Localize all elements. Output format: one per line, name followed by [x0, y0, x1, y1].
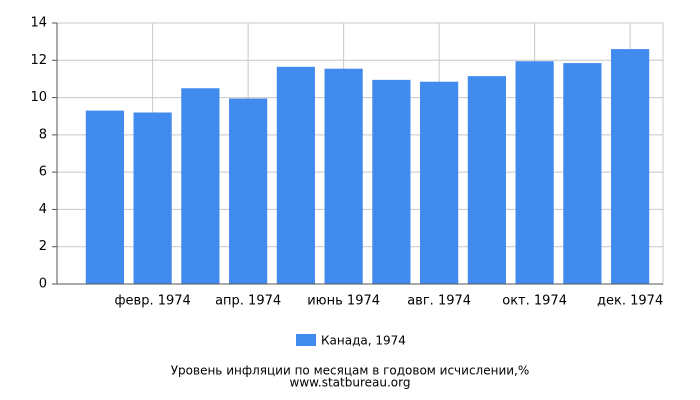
chart-subtitle: www.statbureau.org — [290, 376, 411, 390]
x-tick-label: апр. 1974 — [215, 294, 281, 309]
y-tick-label: 2 — [39, 239, 47, 254]
y-tick-label: 6 — [39, 165, 47, 180]
x-tick-label: июнь 1974 — [307, 294, 380, 309]
chart-title: Уровень инфляции по месяцам в годовом ис… — [171, 364, 530, 378]
x-tick-label: окт. 1974 — [502, 294, 567, 309]
bar — [420, 81, 459, 284]
bar — [229, 98, 268, 284]
bar — [181, 88, 220, 284]
bar — [563, 63, 602, 285]
y-tick-label: 8 — [39, 127, 47, 142]
legend-swatch — [296, 334, 316, 346]
y-tick-label: 4 — [39, 202, 47, 217]
bar — [611, 49, 650, 284]
x-tick-label: дек. 1974 — [597, 294, 663, 309]
bar — [324, 68, 363, 284]
x-tick-label: авг. 1974 — [407, 294, 471, 309]
y-tick-label: 0 — [39, 277, 47, 292]
y-tick-label: 14 — [30, 16, 47, 31]
legend-label: Канада, 1974 — [321, 334, 406, 348]
y-tick-label: 12 — [30, 53, 47, 68]
x-tick-label: февр. 1974 — [114, 294, 190, 309]
bar — [515, 61, 554, 284]
bar — [85, 110, 124, 284]
bar — [276, 66, 315, 284]
y-tick-label: 10 — [30, 90, 47, 105]
bar — [133, 112, 172, 284]
bar — [372, 79, 411, 284]
bar — [467, 76, 506, 284]
